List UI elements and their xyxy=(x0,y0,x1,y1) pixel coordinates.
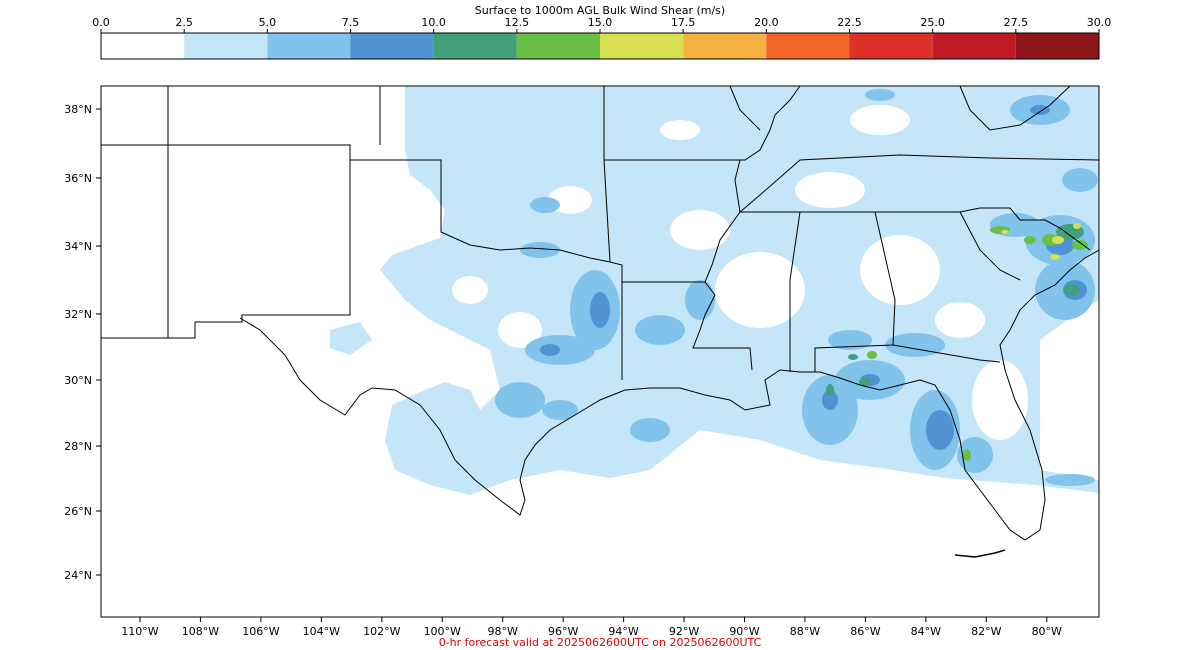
longitude-label: 104°W xyxy=(303,625,340,638)
shear-map xyxy=(101,86,1099,617)
colorbar-tick-label: 17.5 xyxy=(671,16,696,29)
colorbar-tick-label: 30.0 xyxy=(1087,16,1112,29)
low-shear-holes xyxy=(452,105,1028,440)
colorbar-swatch xyxy=(433,33,517,59)
longitude-label: 98°W xyxy=(488,625,518,638)
colorbar-tick-label: 20.0 xyxy=(754,16,779,29)
colorbar-title: Surface to 1000m AGL Bulk Wind Shear (m/… xyxy=(474,4,726,17)
longitude-label: 96°W xyxy=(548,625,578,638)
colorbar-tick-label: 22.5 xyxy=(837,16,862,29)
longitude-label: 86°W xyxy=(850,625,880,638)
latitude-label: 34°N xyxy=(64,240,92,253)
longitude-label: 80°W xyxy=(1032,625,1062,638)
longitude-label: 108°W xyxy=(182,625,219,638)
longitude-label: 100°W xyxy=(424,625,461,638)
colorbar-tick-label: 0.0 xyxy=(92,16,110,29)
colorbar-ticks: 0.0 2.5 5.0 7.5 10.0 12.5 15.0 17.5 20.0 22.5 25.0… xyxy=(92,16,1111,33)
longitude-label: 88°W xyxy=(790,625,820,638)
longitude-label: 84°W xyxy=(911,625,941,638)
colorbar-swatch xyxy=(101,33,185,59)
colorbar-tick-label: 27.5 xyxy=(1004,16,1029,29)
latitude-labels: 38°N 36°N 34°N 32°N 30°N 28°N 26°N 24°N xyxy=(64,103,101,582)
longitude-labels: 110°W 108°W 106°W 104°W 102°W 100°W 98°W 96°W 94… xyxy=(121,617,1062,638)
colorbar-swatch xyxy=(932,33,1016,59)
colorbar-tick-label: 5.0 xyxy=(259,16,277,29)
latitude-label: 38°N xyxy=(64,103,92,116)
shear-15-17p5-region xyxy=(1001,223,1081,260)
colorbar-swatch xyxy=(766,33,850,59)
latitude-label: 32°N xyxy=(64,308,92,321)
longitude-label: 110°W xyxy=(121,625,158,638)
florida-keys xyxy=(954,549,1006,558)
longitude-label: 106°W xyxy=(242,625,279,638)
longitude-label: 90°W xyxy=(729,625,759,638)
longitude-label: 92°W xyxy=(669,625,699,638)
longitude-label: 82°W xyxy=(971,625,1001,638)
colorbar xyxy=(100,32,1100,60)
forecast-valid-text: 0-hr forecast valid at 2025062600UTC on … xyxy=(438,636,762,649)
colorbar-swatch xyxy=(849,33,933,59)
colorbar-tick-label: 10.0 xyxy=(421,16,446,29)
colorbar-swatch xyxy=(516,33,600,59)
colorbar-tick-label: 25.0 xyxy=(920,16,945,29)
latitude-label: 30°N xyxy=(64,374,92,387)
colorbar-swatch xyxy=(350,33,434,59)
colorbar-tick-label: 2.5 xyxy=(175,16,193,29)
colorbar-tick-label: 12.5 xyxy=(505,16,530,29)
colorbar-swatch xyxy=(267,33,351,59)
coastline xyxy=(239,249,1099,541)
latitude-label: 24°N xyxy=(64,569,92,582)
colorbar-swatch xyxy=(1015,33,1099,59)
colorbar-tick-label: 7.5 xyxy=(342,16,360,29)
colorbar-tick-label: 15.0 xyxy=(588,16,613,29)
longitude-label: 94°W xyxy=(608,625,638,638)
colorbar-swatch xyxy=(184,33,268,59)
colorbar-swatch xyxy=(683,33,767,59)
longitude-label: 102°W xyxy=(363,625,400,638)
colorbar-swatch xyxy=(600,33,684,59)
map-frame xyxy=(100,85,1100,618)
latitude-label: 36°N xyxy=(64,172,92,185)
latitude-label: 28°N xyxy=(64,440,92,453)
latitude-label: 26°N xyxy=(64,505,92,518)
state-borders xyxy=(101,86,1099,380)
